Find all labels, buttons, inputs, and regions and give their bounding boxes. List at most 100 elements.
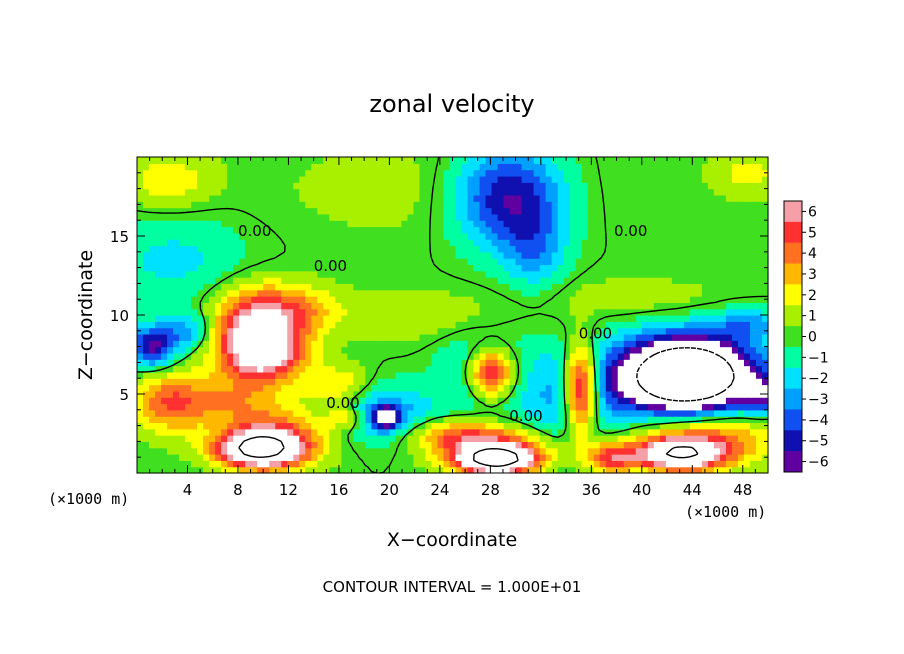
heatmap-cell bbox=[587, 308, 595, 316]
heatmap-cell bbox=[461, 378, 469, 386]
heatmap-cell bbox=[737, 422, 745, 430]
heatmap-cell bbox=[311, 182, 318, 190]
heatmap-cell bbox=[227, 428, 234, 436]
heatmap-cell bbox=[629, 378, 637, 386]
heatmap-cell bbox=[233, 397, 240, 405]
heatmap-cell bbox=[305, 194, 312, 202]
heatmap-cell bbox=[245, 175, 252, 183]
heatmap-cell bbox=[671, 232, 679, 240]
heatmap-cell bbox=[503, 270, 511, 278]
heatmap-cell bbox=[203, 352, 210, 360]
heatmap-cell bbox=[719, 460, 727, 468]
heatmap-cell bbox=[575, 302, 583, 310]
heatmap-cell bbox=[671, 466, 679, 474]
heatmap-cell bbox=[761, 308, 769, 316]
heatmap-cell bbox=[395, 447, 403, 455]
heatmap-cell bbox=[173, 441, 180, 449]
heatmap-cell bbox=[353, 283, 360, 291]
heatmap-cell bbox=[437, 422, 445, 430]
heatmap-cell bbox=[491, 226, 499, 234]
heatmap-cell bbox=[521, 447, 529, 455]
heatmap-cell bbox=[179, 390, 186, 398]
heatmap-cell bbox=[389, 327, 397, 335]
heatmap-cell bbox=[623, 435, 631, 442]
heatmap-cell bbox=[149, 175, 156, 183]
heatmap-cell bbox=[671, 384, 679, 392]
heatmap-cell bbox=[593, 220, 601, 228]
heatmap-cell bbox=[257, 441, 264, 449]
heatmap-cell bbox=[605, 428, 613, 436]
heatmap-cell bbox=[719, 296, 727, 303]
heatmap-cell bbox=[359, 245, 366, 253]
heatmap-cell bbox=[707, 239, 715, 247]
heatmap-cell bbox=[479, 220, 487, 228]
heatmap-cell bbox=[353, 315, 360, 322]
heatmap-cell bbox=[611, 352, 619, 360]
heatmap-cell bbox=[737, 220, 745, 228]
heatmap-cell bbox=[617, 327, 625, 335]
heatmap-cell bbox=[761, 220, 769, 228]
heatmap-cell bbox=[377, 441, 384, 449]
heatmap-cell bbox=[539, 409, 547, 417]
heatmap-cell bbox=[245, 384, 252, 392]
heatmap-cell bbox=[329, 409, 336, 417]
heatmap-cell bbox=[227, 289, 234, 297]
heatmap-cell bbox=[365, 327, 372, 335]
heatmap-cell bbox=[323, 239, 330, 247]
heatmap-cell bbox=[293, 409, 300, 417]
heatmap-cell bbox=[269, 182, 276, 190]
heatmap-cell bbox=[557, 245, 565, 253]
heatmap-cell bbox=[395, 207, 403, 215]
heatmap-cell bbox=[611, 245, 619, 253]
heatmap-cell bbox=[299, 416, 306, 424]
heatmap-cell bbox=[623, 371, 631, 379]
heatmap-cell bbox=[749, 270, 757, 278]
heatmap-cell bbox=[431, 226, 439, 234]
heatmap-cell bbox=[437, 333, 445, 341]
heatmap-cell bbox=[749, 409, 757, 417]
heatmap-cell bbox=[557, 232, 565, 240]
heatmap-cell bbox=[659, 441, 667, 449]
heatmap-cell bbox=[167, 466, 174, 474]
heatmap-cell bbox=[683, 207, 691, 215]
heatmap-cell bbox=[395, 333, 403, 341]
heatmap-cell bbox=[515, 390, 523, 398]
heatmap-cell bbox=[521, 232, 529, 240]
heatmap-cell bbox=[605, 264, 613, 272]
heatmap-cell bbox=[209, 315, 216, 322]
heatmap-cell bbox=[377, 428, 384, 436]
heatmap-cell bbox=[359, 270, 366, 278]
heatmap-cell bbox=[143, 201, 150, 209]
heatmap-cell bbox=[467, 258, 475, 266]
heatmap-cell bbox=[281, 302, 288, 310]
heatmap-cell bbox=[701, 289, 709, 297]
heatmap-cell bbox=[647, 397, 655, 405]
heatmap-cell bbox=[287, 232, 294, 240]
heatmap-cell bbox=[221, 352, 228, 360]
heatmap-cell bbox=[167, 194, 174, 202]
heatmap-cell bbox=[473, 264, 481, 272]
heatmap-cell bbox=[143, 264, 150, 272]
heatmap-cell bbox=[605, 346, 613, 354]
heatmap-cell bbox=[317, 245, 324, 253]
heatmap-cell bbox=[539, 460, 547, 468]
heatmap-cell bbox=[371, 333, 378, 341]
heatmap-cell bbox=[167, 308, 174, 316]
heatmap-cell bbox=[695, 239, 703, 247]
heatmap-cell bbox=[329, 403, 336, 411]
heatmap-cell bbox=[485, 169, 493, 177]
heatmap-cell bbox=[551, 188, 559, 196]
heatmap-cell bbox=[293, 327, 300, 335]
heatmap-cell bbox=[179, 422, 186, 430]
heatmap-cell bbox=[137, 416, 144, 424]
heatmap-cell bbox=[605, 201, 613, 209]
heatmap-cell bbox=[293, 346, 300, 354]
heatmap-cell bbox=[467, 346, 475, 354]
heatmap-cell bbox=[311, 416, 318, 424]
heatmap-cell bbox=[425, 245, 433, 253]
heatmap-cell bbox=[671, 327, 679, 335]
heatmap-cell bbox=[179, 315, 186, 322]
heatmap-cell bbox=[695, 346, 703, 354]
heatmap-cell bbox=[695, 270, 703, 278]
heatmap-cell bbox=[305, 251, 312, 259]
